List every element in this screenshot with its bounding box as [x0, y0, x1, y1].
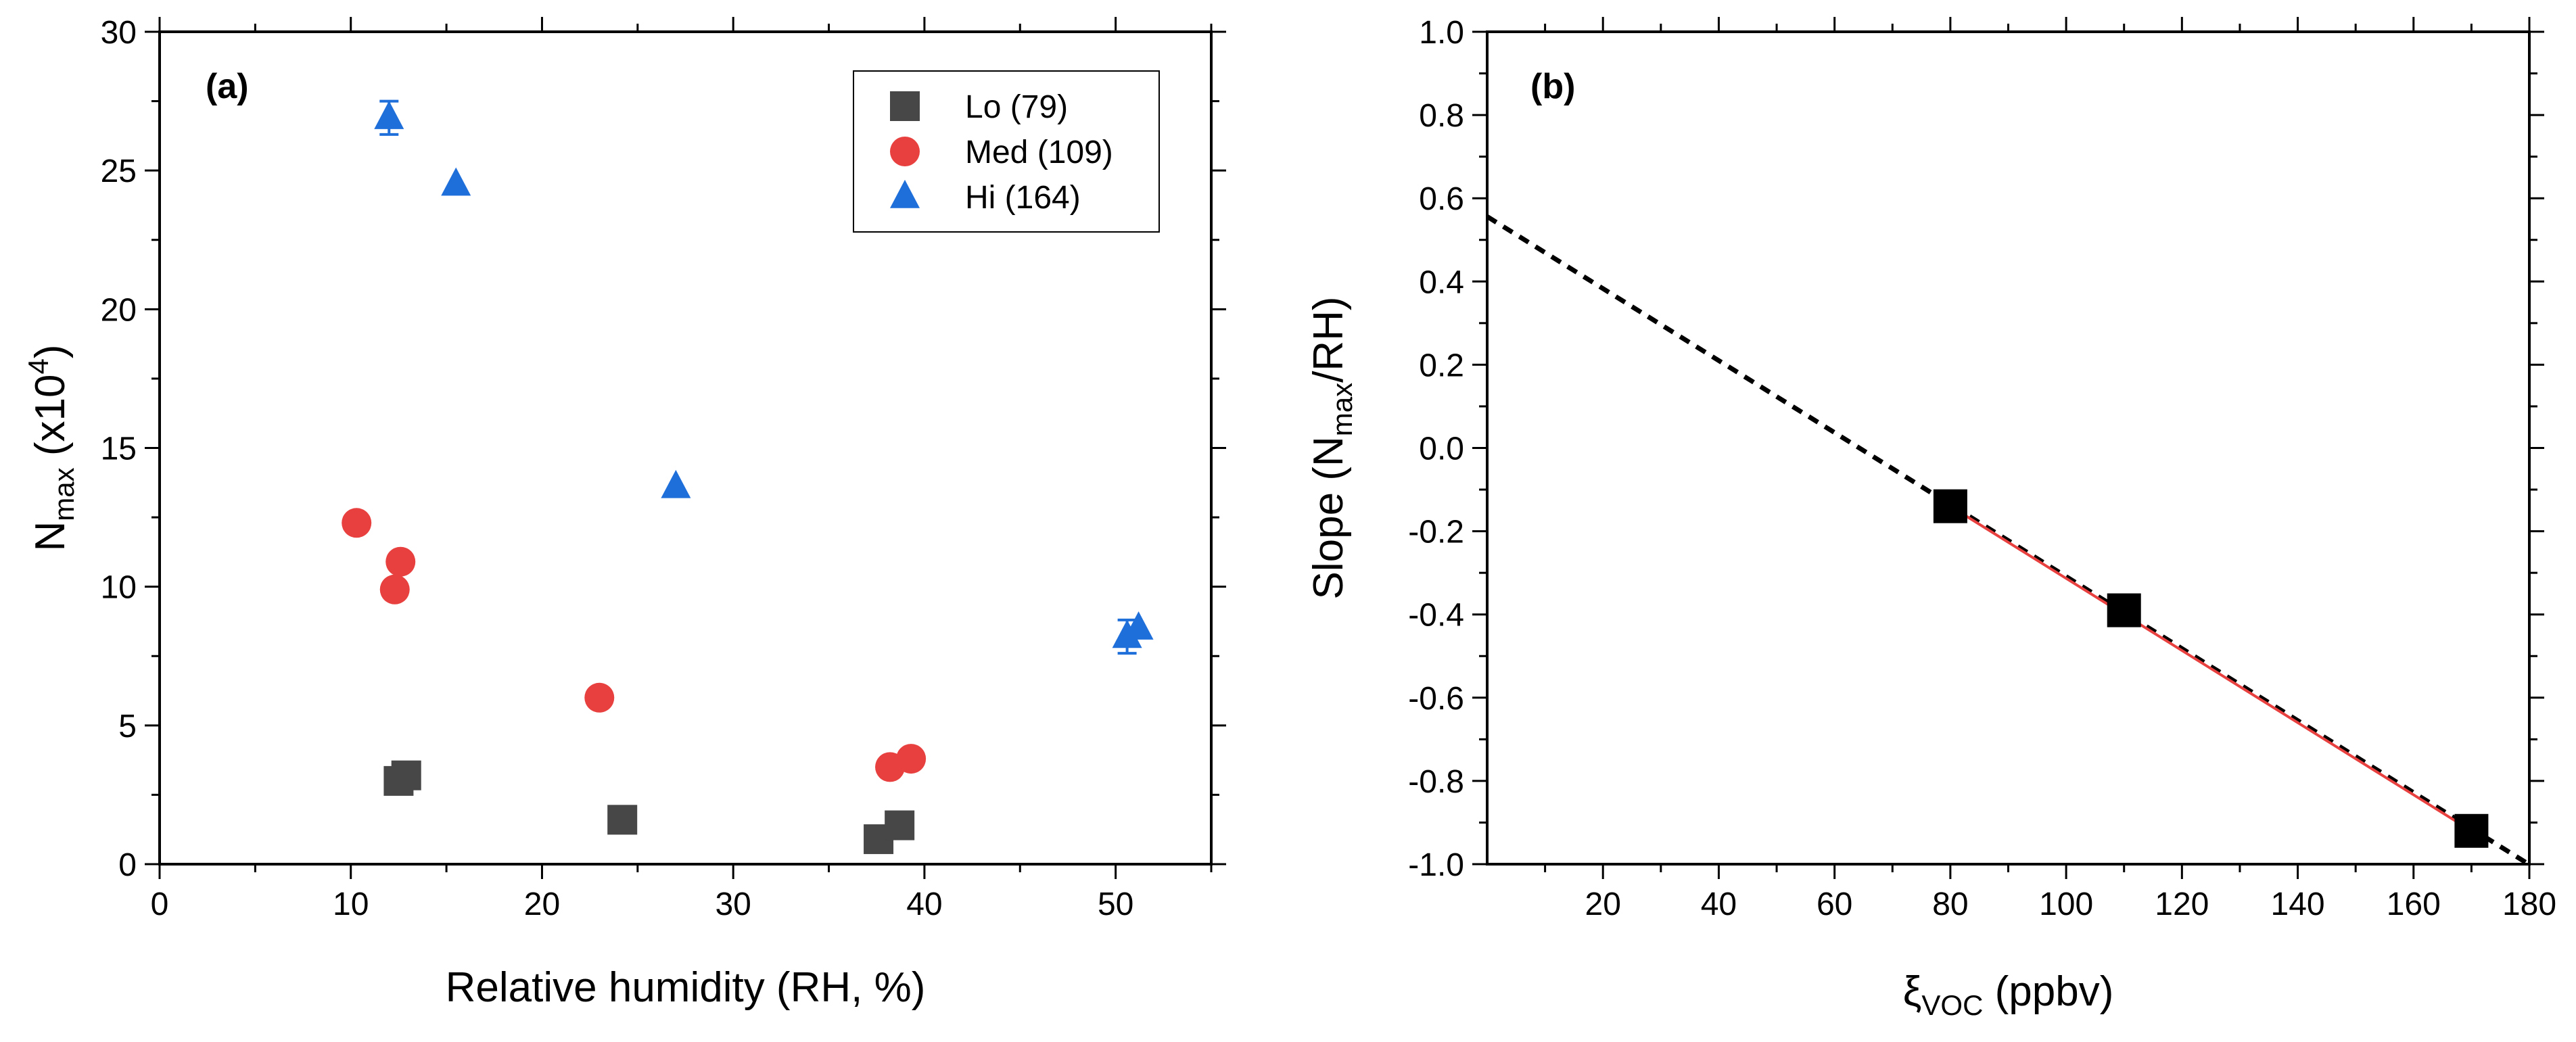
data-point-square [2454, 813, 2489, 848]
data-point-circle [584, 682, 615, 713]
x-tick-label: 60 [1817, 886, 1852, 922]
panel-b-label: (b) [1530, 67, 1575, 106]
x-tick-label: 20 [524, 886, 560, 922]
y-tick-label: 5 [118, 709, 137, 744]
x-tick-label: 30 [715, 886, 751, 922]
data-point-square [391, 760, 421, 790]
x-title-subscript: VOC [1921, 989, 1983, 1021]
y-tick-label: 0.4 [1419, 264, 1464, 300]
y-tick-label: 1.0 [1419, 15, 1464, 51]
x-tick-label: 40 [1701, 886, 1737, 922]
y-tick-label: 25 [101, 153, 137, 189]
legend-marker-triangle [890, 179, 920, 208]
y-title-unit-close: ) [27, 345, 74, 359]
legend-marker-circle [890, 137, 920, 166]
x-tick-label: 80 [1932, 886, 1968, 922]
panel-b-segment-line [1949, 504, 2473, 832]
x-tick-label: 120 [2155, 886, 2209, 922]
y-tick-label: -0.4 [1408, 598, 1464, 634]
x-tick-label: 20 [1585, 886, 1621, 922]
panel-a-legend: Lo (79) Med (109) Hi (164) [853, 70, 1160, 233]
panel-a-y-axis-title: Nmax (x104) [22, 345, 80, 552]
x-tick-label: 40 [906, 886, 942, 922]
data-point-circle [896, 744, 927, 774]
y-tick-label: -0.2 [1408, 515, 1464, 550]
y-tick-label: -0.6 [1408, 681, 1464, 717]
legend-label: Hi (164) [965, 180, 1081, 216]
data-point-triangle [1123, 611, 1154, 640]
panel-a-ticks: 0 10 20 30 40 50 0 5 10 15 20 25 30 [101, 15, 1226, 922]
panel-a: 0 10 20 30 40 50 0 5 10 15 20 25 30 (a) Lo (79) Med (… [22, 15, 1226, 1011]
x-tick-label: 160 [2387, 886, 2441, 922]
data-point-circle [385, 546, 416, 577]
y-tick-label: 0 [118, 847, 137, 883]
panel-a-x-axis-title: Relative humidity (RH, %) [446, 964, 926, 1011]
y-tick-label: 30 [101, 15, 137, 51]
y-title-suffix: /RH) [1305, 297, 1352, 383]
y-tick-label: 0.6 [1419, 181, 1464, 217]
y-title-main: N [27, 521, 74, 552]
y-title-exponent: 4 [22, 358, 54, 374]
x-title-unit: (ppbv) [1983, 968, 2113, 1015]
panel-b-ticks: 20 40 60 80 100 120 140 160 180 -1.0 -0.8 -0.6 -0.4 -… [1408, 15, 2556, 922]
y-tick-label: 0.2 [1419, 348, 1464, 383]
x-tick-label: 100 [2039, 886, 2093, 922]
panel-b-plot-frame [1486, 30, 2531, 866]
data-point-square [885, 810, 915, 840]
y-tick-label: 15 [101, 431, 137, 467]
data-point-square [2107, 593, 2141, 627]
legend-label: Lo (79) [965, 89, 1068, 125]
y-tick-label: -0.8 [1408, 764, 1464, 800]
panel-b: 20 40 60 80 100 120 140 160 180 -1.0 -0.8 -0.6 -0.4 -… [1305, 15, 2556, 1021]
data-point-circle [342, 508, 372, 538]
data-point-triangle [661, 469, 691, 498]
x-tick-label: 50 [1098, 886, 1133, 922]
y-tick-label: 20 [101, 292, 137, 328]
panel-b-fit-line [1487, 214, 2529, 864]
x-tick-label: 180 [2502, 886, 2556, 922]
y-tick-label: 0.0 [1419, 431, 1464, 467]
x-title-main: ξ [1903, 968, 1922, 1015]
y-title-unit-open: (x10 [27, 375, 74, 468]
panel-b-y-axis-title: Slope (Nmax/RH) [1305, 297, 1358, 600]
panel-b-x-axis-title: ξVOC (ppbv) [1903, 968, 2114, 1021]
y-title-subscript: max [1326, 383, 1358, 436]
y-tick-label: 0.8 [1419, 98, 1464, 134]
y-tick-label: 10 [101, 570, 137, 606]
x-tick-label: 10 [333, 886, 369, 922]
x-tick-label: 0 [151, 886, 169, 922]
data-point-triangle [441, 167, 471, 196]
legend-marker-square [890, 91, 920, 121]
x-tick-label: 140 [2271, 886, 2325, 922]
data-point-square [607, 805, 638, 835]
y-title-subscript: max [48, 467, 80, 521]
data-point-triangle [374, 101, 404, 129]
data-point-circle [379, 574, 410, 605]
y-tick-label: -1.0 [1408, 847, 1464, 883]
panel-b-data-points [1933, 489, 2489, 848]
panel-a-data-points [342, 99, 1154, 855]
data-point-square [1933, 489, 1967, 523]
legend-label: Med (109) [965, 135, 1113, 170]
y-title-prefix: Slope (N [1305, 436, 1352, 599]
panel-a-label: (a) [206, 67, 249, 106]
